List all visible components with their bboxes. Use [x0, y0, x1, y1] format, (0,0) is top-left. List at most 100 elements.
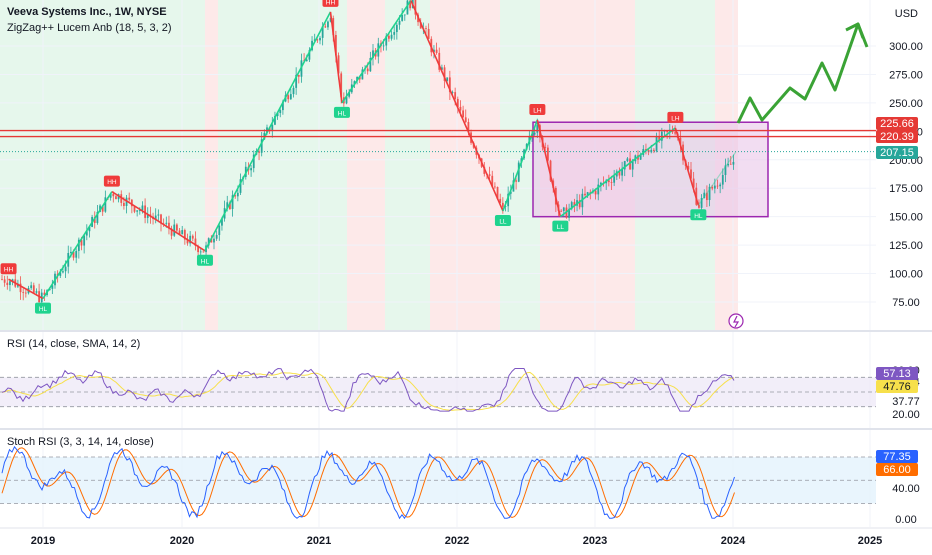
regime-band	[347, 0, 385, 330]
candle-body	[165, 223, 167, 224]
pivot-label-hh: HH	[322, 0, 338, 7]
stoch-axis-tick: 0.00	[895, 514, 916, 526]
regime-band	[430, 0, 500, 330]
candle-body	[399, 21, 401, 25]
candle-body	[584, 194, 586, 195]
pivot-label-text: HH	[326, 0, 336, 6]
pivot-label-text: LL	[499, 218, 507, 225]
currency-label[interactable]: USD	[895, 8, 918, 20]
chart-title: Veeva Systems Inc., 1W, NYSE	[7, 6, 167, 18]
candle-body	[75, 251, 77, 258]
candle-body	[494, 187, 496, 188]
candle-body	[722, 175, 724, 185]
candle-body	[33, 285, 35, 292]
candle-body	[290, 94, 292, 99]
pivot-label-hh: HH	[1, 263, 17, 274]
candle-body	[25, 293, 27, 294]
candle-body	[613, 176, 615, 182]
regime-band	[0, 0, 205, 330]
candle-body	[393, 32, 395, 35]
rsi-pane-title[interactable]: RSI (14, close, SMA, 14, 2)	[7, 338, 140, 350]
price-axis-tick: 100.00	[889, 269, 923, 281]
regime-band	[205, 0, 218, 330]
price-label-value: 225.66	[880, 118, 914, 130]
candle-body	[250, 168, 252, 170]
candle-body	[123, 203, 125, 206]
candle-body	[404, 15, 406, 16]
candle-body	[383, 46, 385, 47]
candle-body	[319, 38, 321, 40]
pivot-label-hl: HL	[197, 255, 213, 266]
stoch-value-label: 66.00	[883, 464, 911, 476]
candle-body	[157, 214, 159, 215]
stoch-value-label: 77.35	[883, 451, 911, 463]
regime-band	[218, 0, 347, 330]
stoch-axis-tick: 40.00	[892, 483, 920, 495]
candle-body	[181, 230, 183, 234]
candle-body	[4, 279, 6, 282]
pivot-label-text: HH	[107, 179, 117, 186]
pivot-label-ll: LL	[495, 215, 511, 226]
pivot-label-hl: HL	[35, 303, 51, 314]
candle-body	[367, 69, 369, 72]
time-axis-tick: 2020	[170, 535, 194, 547]
pivot-label-lh: LH	[667, 112, 683, 123]
candle-body	[128, 198, 130, 200]
candle-body	[62, 271, 64, 272]
candle-body	[436, 50, 438, 53]
candle-body	[279, 110, 281, 113]
candle-body	[611, 182, 613, 183]
pivot-label-text: LH	[671, 115, 680, 122]
price-axis-tick: 175.00	[889, 183, 923, 195]
candle-body	[213, 239, 215, 243]
price-axis-tick: 275.00	[889, 69, 923, 81]
regime-band	[385, 0, 430, 330]
candle-body	[502, 203, 504, 207]
candle-body	[65, 267, 67, 272]
candle-body	[428, 29, 430, 39]
price-axis-tick: 75.00	[892, 297, 920, 309]
candle-body	[717, 186, 719, 187]
candle-body	[115, 196, 117, 199]
candle-body	[237, 193, 239, 196]
candle-body	[391, 35, 393, 39]
zigzag-indicator-label[interactable]: ZigZag++ Lucem Anb (18, 5, 3, 2)	[7, 22, 171, 34]
event-icon	[729, 314, 743, 328]
candle-body	[30, 285, 32, 288]
candle-body	[674, 132, 676, 133]
candle-body	[714, 186, 716, 189]
candle-body	[112, 194, 114, 196]
time-axis-tick: 2024	[721, 535, 746, 547]
candle-body	[200, 252, 202, 253]
candle-body	[136, 210, 138, 211]
candle-body	[293, 88, 295, 94]
candle-body	[489, 174, 491, 176]
candle-body	[653, 150, 655, 151]
rsi-axis-tick: 20.00	[892, 409, 920, 421]
candle-body	[203, 252, 205, 253]
candle-body	[324, 26, 326, 27]
candle-body	[216, 235, 218, 239]
candle-body	[9, 281, 11, 285]
pivot-label-ll: LL	[552, 221, 568, 232]
candle-body	[388, 36, 390, 39]
stoch-rsi-pane-title[interactable]: Stoch RSI (3, 3, 14, 14, close)	[7, 436, 154, 448]
candle-body	[1, 279, 3, 280]
candle-body	[460, 107, 462, 110]
pivot-label-text: HH	[4, 267, 14, 274]
candle-body	[465, 117, 467, 122]
candle-body	[6, 283, 8, 285]
pivot-label-text: HL	[39, 306, 48, 313]
price-axis-tick: 250.00	[889, 98, 923, 110]
pivot-label-hh: HH	[104, 176, 120, 187]
candle-body	[454, 92, 456, 99]
pivot-label-text: HL	[338, 110, 347, 117]
candle-body	[327, 22, 329, 28]
time-axis-tick: 2019	[31, 535, 55, 547]
candle-body	[560, 211, 562, 212]
price-axis-tick: 125.00	[889, 240, 923, 252]
candle-body	[730, 164, 732, 165]
candle-body	[176, 225, 178, 231]
